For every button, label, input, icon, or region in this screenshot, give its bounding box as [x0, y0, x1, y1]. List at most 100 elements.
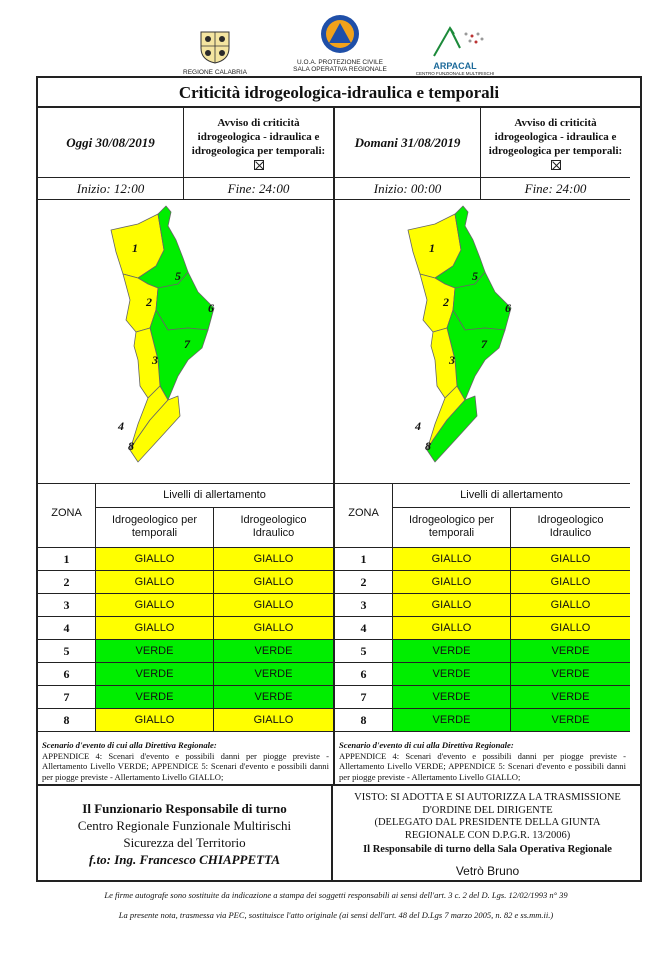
header-line: Idrogeologico per [111, 514, 197, 526]
today-inizio: Inizio: 12:00 [38, 178, 184, 200]
idraulico-level-cell: GIALLO [214, 594, 333, 616]
temporali-level-cell: GIALLO [96, 594, 214, 616]
note-firme: Le firme autografe sono sostituite da in… [104, 890, 568, 900]
idraulico-level-cell: GIALLO [511, 617, 630, 639]
table-row: 7 VERDE VERDE [38, 686, 333, 709]
avviso-line: Avviso di criticità [217, 117, 300, 129]
signature-block: Il Funzionario Responsabile di turno Cen… [38, 784, 640, 882]
table-row: 2 GIALLO GIALLO [335, 571, 630, 594]
map-label-zone: 7 [184, 337, 191, 351]
visto-block: VISTO: SI ADOTTA E SI AUTORIZZA LA TRASM… [335, 786, 640, 882]
zona-cell: 6 [38, 663, 96, 685]
table-row: 1 GIALLO GIALLO [335, 548, 630, 571]
table-row: 8 GIALLO GIALLO [38, 709, 333, 732]
avviso-line: idrogeologica - idraulica e [494, 131, 617, 143]
map-label-zone: 1 [429, 241, 435, 255]
map-label-zone: 5 [175, 269, 181, 283]
header-line: Idraulico [252, 527, 295, 539]
note-pec: La presente nota, trasmessa via PEC, sos… [118, 910, 554, 920]
temporali-level-cell: GIALLO [96, 571, 214, 593]
page-title: Criticità idrogeologica-idraulica e temp… [38, 78, 640, 108]
today-date: Oggi 30/08/2019 [38, 108, 184, 178]
temporali-level-cell: GIALLO [393, 617, 511, 639]
idraulico-level-cell: VERDE [511, 709, 630, 731]
funzionario-line: Sicurezza del Territorio [123, 835, 246, 850]
avviso-line: idrogeologica per temporali: [191, 145, 326, 157]
avviso-checkbox [550, 160, 561, 170]
temporali-level-cell: VERDE [393, 709, 511, 731]
tomorrow-date: Domani 31/08/2019 [335, 108, 481, 178]
map-label-zone: 4 [414, 419, 421, 433]
temporali-level-cell: GIALLO [96, 617, 214, 639]
header-line: temporali [428, 527, 475, 539]
idraulico-level-cell: GIALLO [214, 548, 333, 570]
livelli-header: Livelli di allertamento [393, 484, 630, 508]
temporali-level-cell: VERDE [393, 663, 511, 685]
map-label-zone: 1 [132, 241, 138, 255]
temporali-level-cell: VERDE [96, 686, 214, 708]
protezione-caption-1: U.O.A. PROTEZIONE CIVILE [297, 59, 383, 66]
zona-cell: 4 [335, 617, 393, 639]
map-label-zone: 8 [425, 439, 431, 453]
map-zone-8 [426, 395, 478, 463]
today-scenario: Scenario d'evento di cui alla Direttiva … [38, 738, 333, 784]
today-map: 1 2 3 4 5 6 7 8 [38, 200, 333, 484]
zona-cell: 7 [38, 686, 96, 708]
zona-cell: 5 [38, 640, 96, 662]
map-zone-8 [129, 395, 181, 463]
idraulico-level-cell: VERDE [511, 663, 630, 685]
col-temporali-header: Idrogeologico per temporali [393, 508, 511, 548]
column-divider [333, 108, 335, 784]
idraulico-level-cell: GIALLO [511, 548, 630, 570]
table-row: 6 VERDE VERDE [38, 663, 333, 686]
table-row: 2 GIALLO GIALLO [38, 571, 333, 594]
visto-responsabile: Il Responsabile di turno della Sala Oper… [363, 844, 612, 855]
bulletin-frame: Criticità idrogeologica-idraulica e temp… [36, 76, 642, 882]
table-row: 7 VERDE VERDE [335, 686, 630, 709]
zona-header: ZONA [38, 484, 96, 548]
tomorrow-fine: Fine: 24:00 [524, 181, 587, 196]
temporali-level-cell: VERDE [393, 686, 511, 708]
temporali-level-cell: GIALLO [393, 594, 511, 616]
protezione-civile-icon [321, 15, 359, 53]
idraulico-level-cell: VERDE [214, 663, 333, 685]
visto-name: Vetrò Bruno [455, 863, 520, 878]
today-fine: Fine: 24:00 [227, 181, 290, 196]
idraulico-level-cell: VERDE [511, 640, 630, 662]
funzionario-signature: f.to: Ing. Francesco CHIAPPETTA [88, 852, 281, 867]
zona-cell: 4 [38, 617, 96, 639]
map-label-zone: 8 [128, 439, 134, 453]
map-label-zone: 6 [505, 301, 511, 315]
map-label-zone: 7 [481, 337, 488, 351]
logo-header: REGIONE CALABRIA U.O.A. PROTEZIONE CIVIL… [0, 8, 672, 78]
zona-cell: 7 [335, 686, 393, 708]
header-line: temporali [131, 527, 178, 539]
temporali-level-cell: VERDE [96, 663, 214, 685]
arpacal-subcaption: CENTRO FUNZIONALE MULTIRISCHI [415, 71, 495, 76]
arpacal-icon [433, 26, 484, 57]
avviso-line: idrogeologica - idraulica e [197, 131, 320, 143]
tomorrow-scenario: Scenario d'evento di cui alla Direttiva … [335, 738, 630, 784]
table-header: ZONA Livelli di allertamento Idrogeologi… [38, 484, 333, 548]
tomorrow-map: 1 2 3 4 5 6 7 8 [335, 200, 630, 484]
map-label-zone: 2 [442, 295, 449, 309]
today-header: Oggi 30/08/2019 Avviso di criticità idro… [38, 108, 333, 178]
table-row: 3 GIALLO GIALLO [38, 594, 333, 617]
scenario-title: Scenario d'evento di cui alla Direttiva … [42, 740, 217, 750]
livelli-header: Livelli di allertamento [96, 484, 333, 508]
idraulico-level-cell: GIALLO [511, 571, 630, 593]
table-row: 1 GIALLO GIALLO [38, 548, 333, 571]
avviso-checkbox [253, 160, 264, 170]
map-label-zone: 5 [472, 269, 478, 283]
protezione-civile-logo: U.O.A. PROTEZIONE CIVILE SALA OPERATIVA … [280, 14, 400, 73]
col-idraulico-header: Idrogeologico Idraulico [511, 508, 630, 548]
temporali-level-cell: GIALLO [96, 709, 214, 731]
table-header: ZONA Livelli di allertamento Idrogeologi… [335, 484, 630, 548]
table-row: 6 VERDE VERDE [335, 663, 630, 686]
zona-cell: 3 [38, 594, 96, 616]
idraulico-level-cell: GIALLO [214, 571, 333, 593]
map-label-zone: 6 [208, 301, 214, 315]
map-label-zone: 2 [145, 295, 152, 309]
idraulico-level-cell: GIALLO [214, 617, 333, 639]
zona-cell: 1 [38, 548, 96, 570]
